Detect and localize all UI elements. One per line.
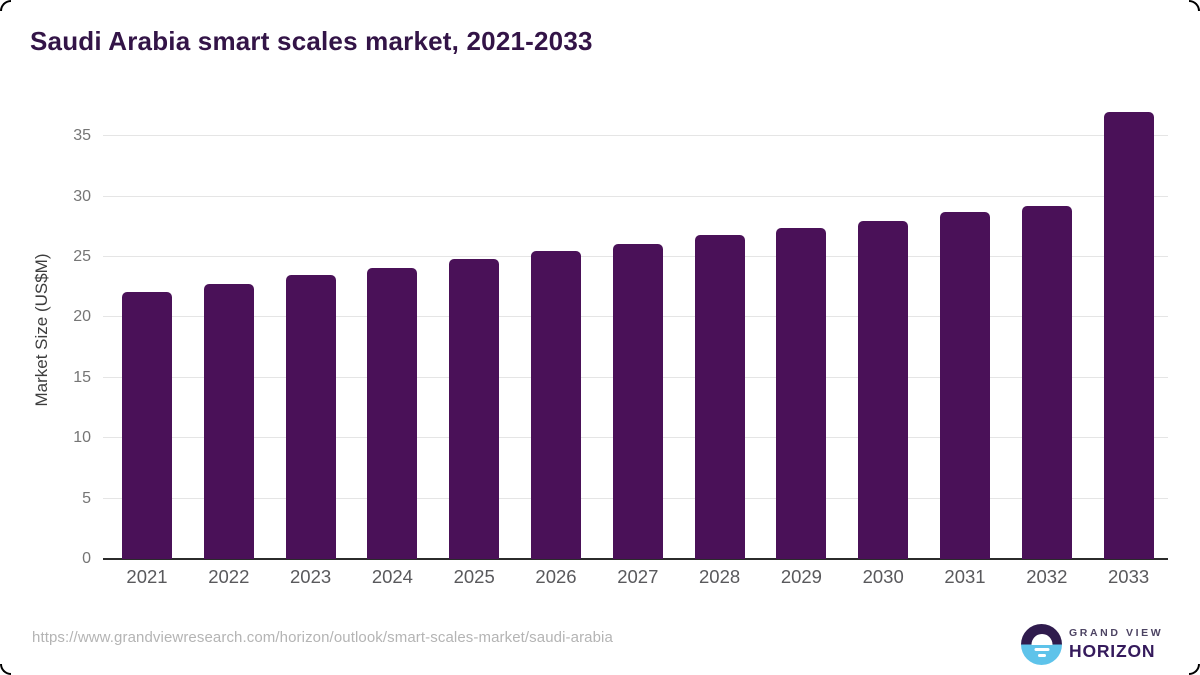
y-tick-label-5: 5 xyxy=(82,489,91,507)
x-tick-label-2027: 2027 xyxy=(617,566,659,587)
screenshot-corner-artifact xyxy=(0,0,11,11)
screenshot-corner-artifact xyxy=(1189,664,1200,675)
logo-text: GRAND VIEW HORIZON xyxy=(1069,627,1163,662)
x-axis-line xyxy=(103,558,1168,560)
gridline-35 xyxy=(103,135,1168,137)
x-tick-label-2026: 2026 xyxy=(535,566,577,587)
x-tick-label-2028: 2028 xyxy=(699,566,741,587)
bar-2033 xyxy=(1103,112,1154,559)
brand-logo: GRAND VIEW HORIZON xyxy=(1021,624,1163,665)
bar-2032 xyxy=(1021,206,1072,559)
horizon-sun-logo-icon xyxy=(1021,624,1062,665)
y-tick-label-30: 30 xyxy=(73,187,91,205)
bar-2025 xyxy=(449,259,500,559)
x-tick-label-2029: 2029 xyxy=(780,566,822,587)
logo-product-name: HORIZON xyxy=(1069,641,1156,661)
x-tick-label-2032: 2032 xyxy=(1026,566,1068,587)
y-tick-label-0: 0 xyxy=(82,550,91,567)
bar-2024 xyxy=(367,267,418,559)
bar-2027 xyxy=(612,243,663,559)
y-tick-label-35: 35 xyxy=(73,127,91,145)
bar-2028 xyxy=(694,235,745,559)
bar-2026 xyxy=(531,251,581,559)
x-tick-label-2024: 2024 xyxy=(371,566,413,587)
bar-2021 xyxy=(122,292,172,559)
screenshot-corner-artifact xyxy=(1189,0,1200,11)
y-tick-label-20: 20 xyxy=(73,308,91,326)
logo-brand-name: GRAND VIEW xyxy=(1069,627,1164,639)
plot-area xyxy=(100,100,1168,560)
logo-ripple-shape xyxy=(1034,648,1049,652)
bar-2023 xyxy=(285,275,336,559)
x-tick-label-2030: 2030 xyxy=(862,566,904,587)
logo-ripple-shape xyxy=(1037,654,1046,657)
bar-2022 xyxy=(203,283,254,559)
y-tick-label-10: 10 xyxy=(73,429,91,447)
bar-2030 xyxy=(858,220,909,559)
x-tick-label-2021: 2021 xyxy=(126,566,168,587)
x-tick-label-2025: 2025 xyxy=(453,566,495,587)
x-tick-label-2033: 2033 xyxy=(1108,566,1150,587)
bar-2029 xyxy=(776,228,827,559)
x-tick-label-2023: 2023 xyxy=(290,566,332,587)
gridline-30 xyxy=(103,195,1168,197)
bar-2031 xyxy=(940,212,990,559)
x-tick-label-2022: 2022 xyxy=(208,566,250,587)
screenshot-corner-artifact xyxy=(0,664,11,675)
y-tick-label-15: 15 xyxy=(73,368,91,386)
chart-title: Saudi Arabia smart scales market, 2021-2… xyxy=(30,26,593,56)
logo-dome-shape xyxy=(1031,634,1052,645)
source-url: https://www.grandviewresearch.com/horizo… xyxy=(32,629,613,646)
y-tick-label-25: 25 xyxy=(73,248,91,266)
x-tick-label-2031: 2031 xyxy=(944,566,986,587)
